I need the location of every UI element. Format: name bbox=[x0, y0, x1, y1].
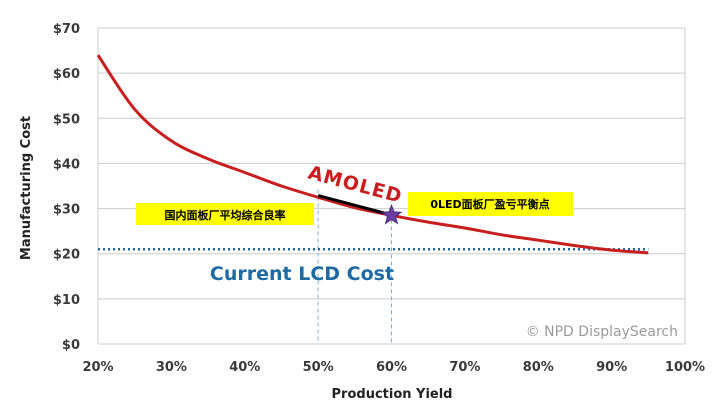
y-tick-label: $10 bbox=[53, 293, 80, 308]
x-axis-ticks: 20% 30% 40% 50% 60% 70% 80% 90% 100% bbox=[82, 360, 705, 375]
y-axis-label: Manufacturing Cost bbox=[19, 116, 34, 260]
pointer-arrow bbox=[317, 194, 386, 215]
x-tick-label: 80% bbox=[523, 360, 554, 375]
y-tick-label: $20 bbox=[53, 248, 80, 263]
x-tick-label: 100% bbox=[665, 360, 705, 375]
y-tick-label: $40 bbox=[53, 157, 80, 172]
lcd-cost-label: Current LCD Cost bbox=[210, 263, 394, 285]
x-tick-label: 30% bbox=[156, 360, 187, 375]
amoled-cost-line bbox=[96, 54, 649, 255]
y-axis-ticks: $0 $10 $20 $30 $40 $50 $60 $70 bbox=[53, 22, 80, 353]
breakeven-callout-text: 0LED面板厂盈亏平衡点 bbox=[430, 197, 549, 211]
amoled-label: AMOLED bbox=[306, 162, 405, 208]
x-axis-label: Production Yield bbox=[332, 387, 453, 402]
breakeven-callout: 0LED面板厂盈亏平衡点 bbox=[408, 192, 573, 216]
x-tick-label: 90% bbox=[596, 360, 627, 375]
y-tick-label: $70 bbox=[53, 22, 80, 37]
x-tick-label: 20% bbox=[82, 360, 113, 375]
yield-callout-text: 国内面板厂平均综合良率 bbox=[165, 208, 286, 222]
yield-callout: 国内面板厂平均综合良率 bbox=[136, 203, 314, 225]
breakeven-callout-box bbox=[408, 192, 573, 216]
marker-guides bbox=[317, 189, 392, 344]
x-tick-label: 50% bbox=[303, 360, 334, 375]
copyright-credit: © NPD DisplaySearch bbox=[526, 324, 678, 340]
yield-callout-box bbox=[136, 203, 314, 225]
y-tick-label: $30 bbox=[53, 203, 80, 218]
y-tick-label: $0 bbox=[62, 338, 80, 353]
y-tick-label: $60 bbox=[53, 67, 80, 82]
y-tick-label: $50 bbox=[53, 112, 80, 127]
x-tick-label: 40% bbox=[229, 360, 260, 375]
x-tick-label: 60% bbox=[376, 360, 407, 375]
x-tick-label: 70% bbox=[449, 360, 480, 375]
breakeven-star-icon bbox=[380, 203, 403, 225]
